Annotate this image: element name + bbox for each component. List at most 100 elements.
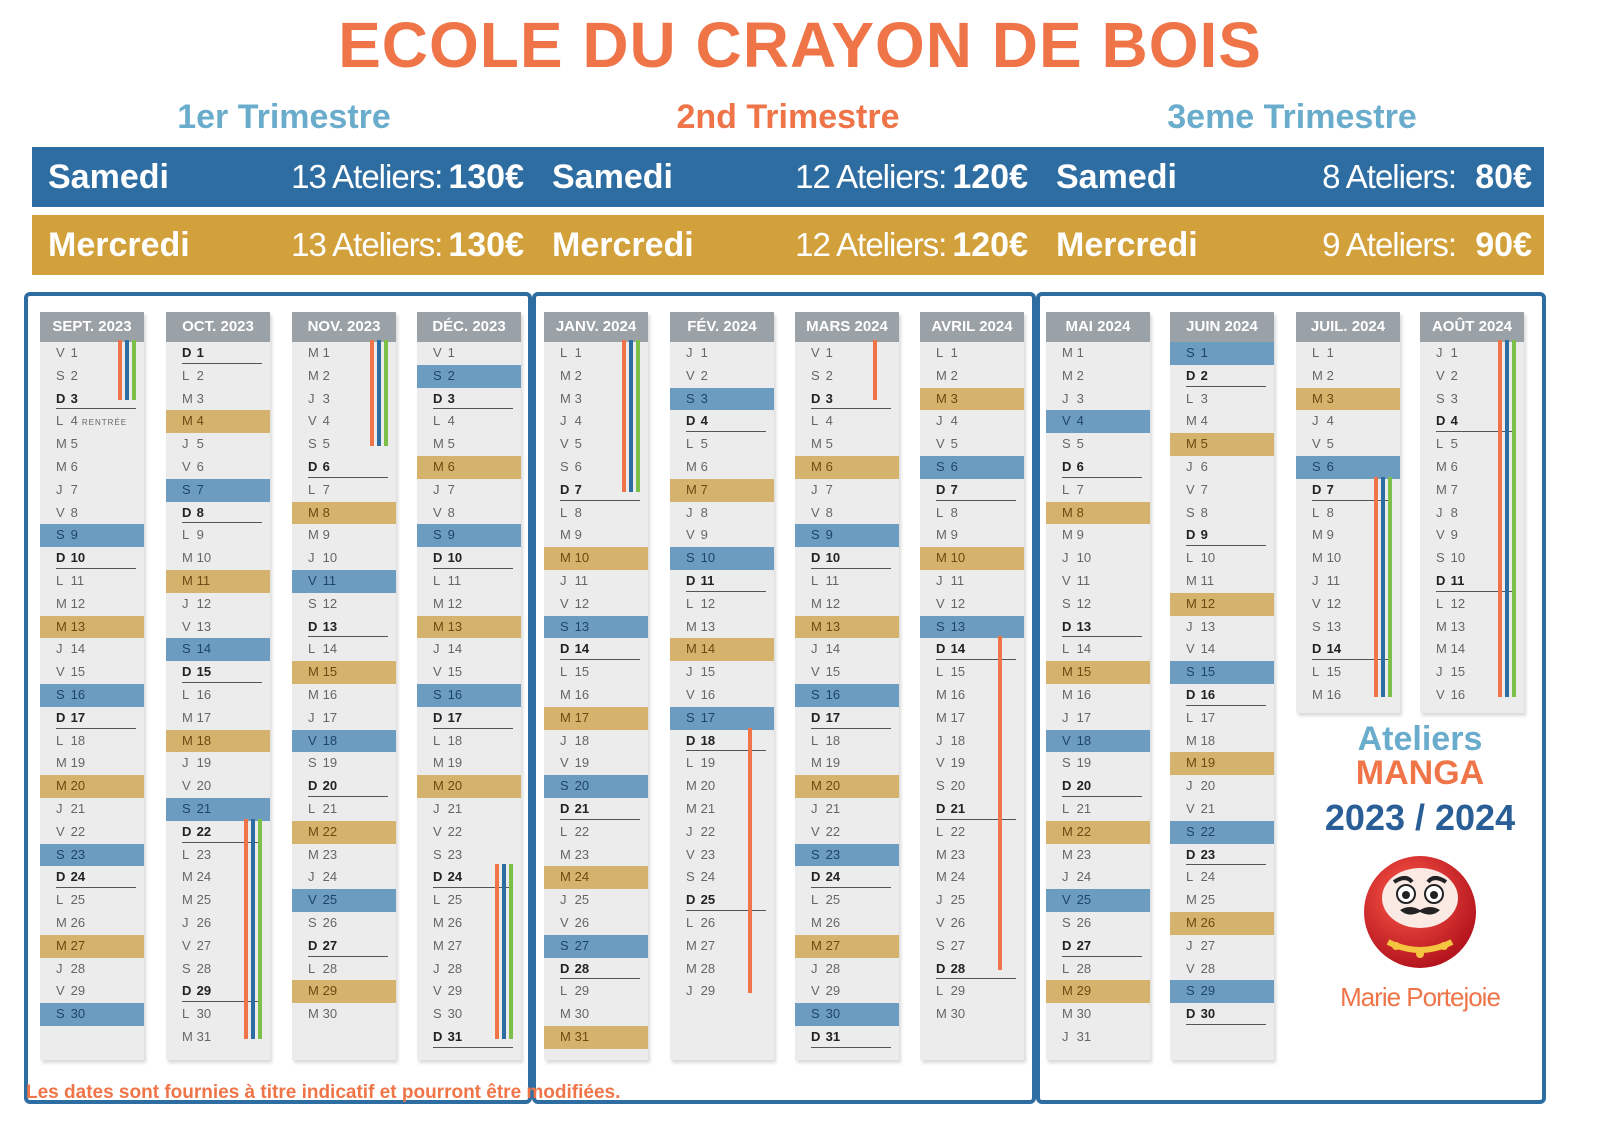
day-cell: L 8 xyxy=(1312,504,1334,520)
day-cell: V 23 xyxy=(686,846,716,862)
day-cell: M 5 xyxy=(433,436,455,452)
day-cell: S 22 xyxy=(1170,820,1274,844)
day-cell: J 28 xyxy=(56,960,86,976)
day-cell: M 25 xyxy=(1186,892,1216,908)
day-cell: M 13 xyxy=(40,615,144,639)
day-cell: L 11 xyxy=(811,572,840,588)
day-cell: M 12 xyxy=(56,595,86,611)
vacation-bar xyxy=(1381,476,1385,697)
day-label: Mercredi xyxy=(48,225,190,264)
month-header: DÉC. 2023 xyxy=(417,312,521,342)
day-cell: M 13 xyxy=(686,618,716,634)
day-cell: M 23 xyxy=(936,846,966,862)
day-cell: J 25 xyxy=(936,892,966,908)
day-cell: L 11 xyxy=(56,572,85,588)
day-cell: S 12 xyxy=(308,595,338,611)
day-cell: L 25 xyxy=(811,892,841,908)
day-cell: J 18 xyxy=(936,732,966,748)
day-cell: S 28 xyxy=(182,960,212,976)
day-cell: J 13 xyxy=(1186,618,1216,634)
day-cell: S 23 xyxy=(40,843,144,867)
day-cell: L 22 xyxy=(560,823,590,839)
day-cell: L 15 xyxy=(936,664,966,680)
day-cell: L 1 xyxy=(560,345,582,360)
day-cell: D 7 xyxy=(920,479,1024,502)
day-cell: V 15 xyxy=(433,664,463,680)
day-cell: V 28 xyxy=(1186,960,1216,976)
day-cell: D 28 xyxy=(544,958,648,981)
day-cell: M 14 xyxy=(1436,641,1466,657)
ateliers-count: 8 Ateliers: xyxy=(1322,158,1457,195)
vacation-bar xyxy=(244,818,248,1039)
month-header: JANV. 2024 xyxy=(544,312,648,342)
day-cell: V 5 xyxy=(560,436,582,452)
vacation-bar xyxy=(495,864,499,1039)
day-cell: D 7 xyxy=(1296,479,1400,502)
day-cell: D 10 xyxy=(40,547,144,570)
day-cell: D 21 xyxy=(544,798,648,821)
day-cell: V 18 xyxy=(1046,729,1150,753)
day-cell: V 12 xyxy=(1312,595,1342,611)
day-cell: M 19 xyxy=(811,755,841,771)
day-cell: M 18 xyxy=(166,729,270,753)
day-cell: J 21 xyxy=(56,800,86,816)
day-cell: J 17 xyxy=(308,709,338,725)
vacation-bar xyxy=(370,340,374,446)
day-cell: D 24 xyxy=(795,866,899,889)
day-cell: D 15 xyxy=(166,661,270,684)
day-cell: M 9 xyxy=(560,527,582,543)
day-cell: D 31 xyxy=(795,1026,899,1049)
day-cell: L 16 xyxy=(182,686,212,702)
day-cell: V 25 xyxy=(1046,889,1150,912)
vacation-bar xyxy=(377,340,381,446)
day-cell: S 6 xyxy=(560,458,582,474)
month-header: OCT. 2023 xyxy=(166,312,270,342)
day-cell: D 20 xyxy=(292,775,396,798)
day-cell: M 26 xyxy=(433,914,463,930)
day-cell: L 18 xyxy=(56,732,86,748)
ateliers-count: 13 Ateliers: xyxy=(291,158,443,195)
day-cell: D 3 xyxy=(40,388,144,411)
day-cell: D 27 xyxy=(1046,935,1150,958)
day-cell: J 14 xyxy=(433,641,463,657)
day-cell: S 30 xyxy=(40,1003,144,1026)
day-cell: S 30 xyxy=(433,1006,463,1022)
ateliers-manga-logo: Ateliers MANGA 2023 / 2024 Marie Portejo… xyxy=(1306,722,1534,1013)
day-cell: S 20 xyxy=(936,778,966,794)
mercredi-banner-t2: Mercredi 12 Ateliers: 120€ xyxy=(536,215,1040,275)
day-cell: M 11 xyxy=(1186,572,1215,588)
day-cell: V 25 xyxy=(292,889,396,912)
day-cell: D 13 xyxy=(292,616,396,639)
month-header: AVRIL 2024 xyxy=(920,312,1024,342)
day-cell: V 6 xyxy=(182,458,204,474)
day-cell: S 7 xyxy=(166,478,270,502)
day-cell: S 15 xyxy=(1170,661,1274,684)
day-cell: S 29 xyxy=(1170,980,1274,1004)
day-cell: D 27 xyxy=(292,935,396,958)
day-cell: D 10 xyxy=(417,547,521,570)
day-cell: V 11 xyxy=(292,569,396,593)
day-cell: M 1 xyxy=(1062,345,1084,360)
mercredi-banner-t1: Mercredi 13 Ateliers: 130€ xyxy=(32,215,536,275)
day-cell: S 13 xyxy=(544,615,648,639)
trimester-1-frame xyxy=(24,292,532,1104)
day-cell: S 24 xyxy=(686,869,716,885)
day-cell: M 10 xyxy=(182,550,212,566)
vacation-bar xyxy=(1505,340,1509,697)
day-cell: M 17 xyxy=(544,706,648,730)
day-cell: M 27 xyxy=(686,937,716,953)
day-cell: M 27 xyxy=(795,934,899,958)
day-cell: M 20 xyxy=(417,775,521,798)
day-cell: S 2 xyxy=(811,367,833,383)
day-cell: L 28 xyxy=(308,960,338,976)
day-cell: L 29 xyxy=(560,983,590,999)
day-cell: J 28 xyxy=(433,960,463,976)
trimester-1-title: 1er Trimestre xyxy=(177,98,391,136)
day-cell: D 21 xyxy=(920,798,1024,821)
vacation-bar xyxy=(1374,476,1378,697)
day-cell: M 16 xyxy=(308,686,338,702)
vacation-bar xyxy=(1512,340,1516,697)
day-cell: M 8 xyxy=(292,501,396,525)
day-cell: D 4 xyxy=(670,410,774,433)
day-cell: S 14 xyxy=(166,638,270,662)
